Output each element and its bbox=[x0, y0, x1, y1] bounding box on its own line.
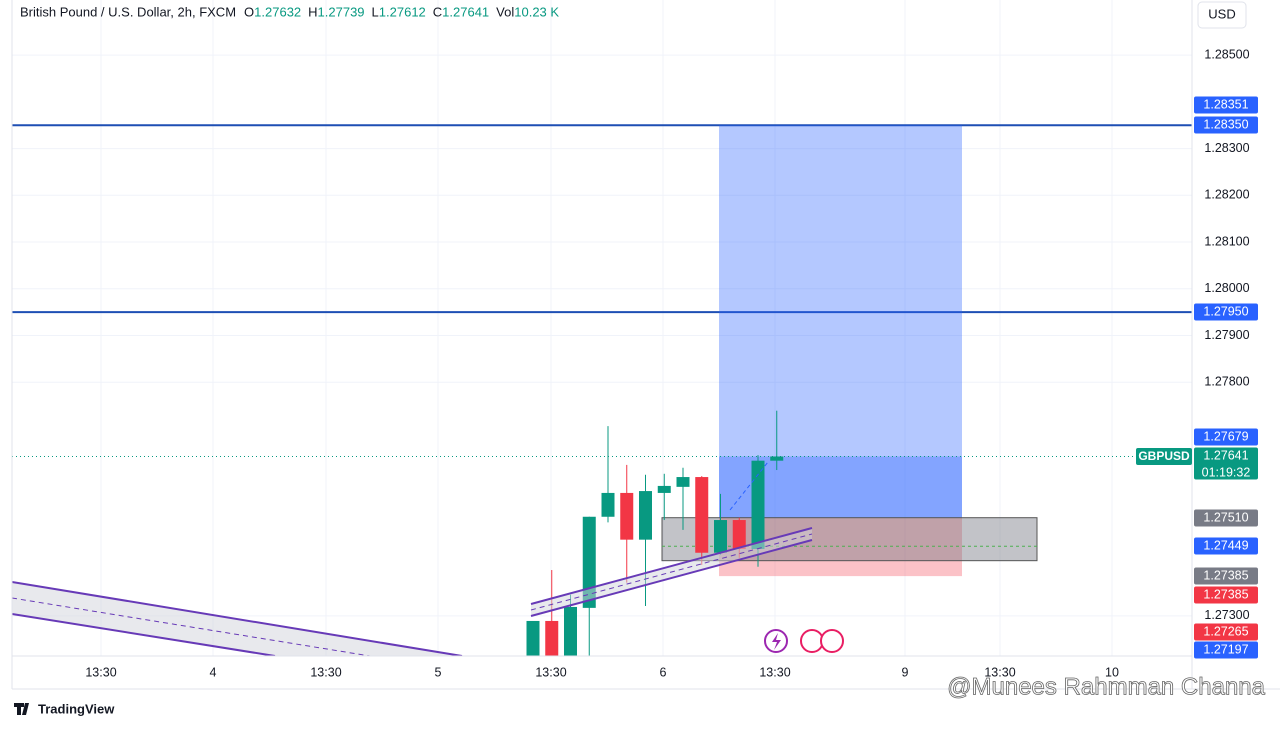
candle-body bbox=[714, 520, 727, 553]
price-label: 1.27385 bbox=[1203, 568, 1248, 582]
ohlc-legend: O 1.27632 H 1.27739 L 1.27612 C 1.27641 Vol 10.23… bbox=[244, 4, 559, 19]
x-tick-label: 5 bbox=[435, 665, 442, 679]
price-label: 1.28350 bbox=[1203, 117, 1248, 131]
y-tick-label: 1.28100 bbox=[1204, 234, 1249, 248]
price-label-bg bbox=[1194, 623, 1258, 641]
legend-value: 1.27612 bbox=[379, 4, 426, 19]
us-event-icon[interactable] bbox=[820, 629, 844, 653]
price-label-bg bbox=[1194, 586, 1258, 604]
price-label: 1.27265 bbox=[1203, 624, 1248, 638]
price-label-bg bbox=[1194, 447, 1258, 480]
currency: USD bbox=[1208, 6, 1235, 21]
x-tick-label: 13:30 bbox=[310, 665, 341, 679]
x-tick-label: 13:30 bbox=[759, 665, 790, 679]
candle-body bbox=[732, 520, 746, 550]
price-label: 1.27679 bbox=[1203, 429, 1248, 443]
legend-label: C bbox=[433, 4, 442, 19]
price-label: 1.27385 bbox=[1203, 587, 1248, 601]
legend-value: 1.27641 bbox=[442, 4, 489, 19]
x-tick-label: 13:30 bbox=[984, 665, 1015, 679]
candle-body bbox=[620, 492, 634, 540]
price-label-bg bbox=[1194, 116, 1258, 134]
candle-body bbox=[564, 606, 577, 656]
y-tick-label: 1.27300 bbox=[1204, 608, 1249, 622]
price-label-bg bbox=[1194, 428, 1258, 446]
price-label-bg bbox=[1194, 96, 1258, 114]
legend-value: 10.23 K bbox=[514, 4, 559, 19]
symbol-tag-bg bbox=[1136, 448, 1192, 465]
symbol-tag: GBPUSD bbox=[1138, 449, 1190, 463]
channel-mid bbox=[12, 597, 371, 656]
projection bbox=[729, 461, 769, 511]
channel-mid bbox=[530, 533, 813, 611]
logo bbox=[14, 703, 29, 715]
candle-body bbox=[639, 491, 652, 540]
price-label-bg bbox=[1194, 303, 1258, 321]
y-tick-label: 1.27900 bbox=[1204, 328, 1249, 342]
price-label: 1.28351 bbox=[1203, 97, 1248, 111]
candle-body bbox=[676, 477, 690, 487]
candle-body bbox=[526, 620, 540, 656]
price-label: 1.27950 bbox=[1203, 304, 1248, 318]
y-tick-label: 1.28000 bbox=[1204, 281, 1249, 295]
price-label: 1.27197 bbox=[1203, 642, 1248, 656]
price-label-bg bbox=[1194, 537, 1258, 555]
candle-body bbox=[695, 477, 709, 553]
x-tick-label: 13:30 bbox=[535, 665, 566, 679]
drawings bbox=[12, 124, 1192, 656]
event-icon bbox=[772, 633, 781, 650]
channel-line bbox=[12, 613, 276, 656]
candle-body bbox=[545, 620, 559, 656]
candle-body bbox=[770, 456, 784, 461]
price-label: 1.27449 bbox=[1203, 538, 1248, 552]
y-tick-label: 1.28200 bbox=[1204, 188, 1249, 202]
watermark: @Munees Rahmman Channa bbox=[947, 673, 1266, 700]
overlays bbox=[530, 461, 844, 653]
x-tick-label: 4 bbox=[210, 665, 217, 679]
price-label: 1.27641 bbox=[1203, 448, 1248, 462]
legend-label: L bbox=[372, 4, 379, 19]
candle-body bbox=[582, 516, 596, 608]
legend-label: Vol bbox=[496, 4, 514, 19]
x-tick-label: 9 bbox=[902, 665, 909, 679]
legend-value: 1.27632 bbox=[254, 4, 301, 19]
channel-line bbox=[530, 527, 813, 605]
candle-body bbox=[657, 485, 671, 493]
candle-body bbox=[601, 492, 615, 517]
x-tick-label: 10 bbox=[1105, 665, 1119, 679]
currency-button[interactable] bbox=[1197, 1, 1247, 29]
price-label-bg bbox=[1194, 567, 1258, 585]
x-tick-label: 13:30 bbox=[85, 665, 116, 679]
channel-line bbox=[12, 581, 463, 656]
price-label-bg bbox=[1194, 641, 1258, 659]
y-tick-label: 1.27800 bbox=[1204, 374, 1249, 388]
y-tick-label: 1.28300 bbox=[1204, 141, 1249, 155]
branding: TradingView bbox=[38, 701, 115, 716]
y-tick-label: 1.28500 bbox=[1204, 47, 1249, 61]
chart-title: British Pound / U.S. Dollar, 2h, FXCM bbox=[20, 4, 236, 19]
countdown: 01:19:32 bbox=[1202, 465, 1251, 479]
price-label-bg bbox=[1194, 509, 1258, 527]
legend-value: 1.27739 bbox=[318, 4, 365, 19]
legend-label: O bbox=[244, 4, 254, 19]
channel-line bbox=[530, 539, 813, 617]
candles bbox=[526, 410, 784, 656]
us-event-icon[interactable] bbox=[800, 629, 824, 653]
price-label: 1.27510 bbox=[1203, 510, 1248, 524]
legend-label: H bbox=[308, 4, 317, 19]
candle-body bbox=[751, 460, 765, 550]
x-tick-label: 6 bbox=[660, 665, 667, 679]
target-zone bbox=[719, 125, 962, 518]
